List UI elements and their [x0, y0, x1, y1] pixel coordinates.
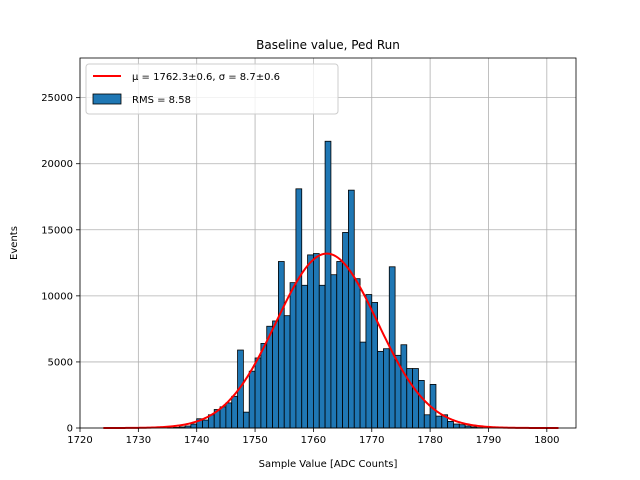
y-axis-label: Events [9, 226, 20, 260]
histogram-bar [301, 284, 308, 429]
chart-title: Baseline value, Ped Run [256, 38, 400, 52]
y-axis-ticks: 0 5000 10000 15000 20000 25000 [41, 93, 80, 435]
y-tick-label: 10000 [41, 291, 73, 302]
histogram-bar [412, 368, 419, 429]
y-tick-label: 0 [67, 424, 73, 435]
y-tick-label: 25000 [41, 93, 73, 104]
gaussian-fit-curve [103, 252, 559, 429]
x-tick-label: 1800 [534, 435, 559, 446]
histogram-bar [458, 424, 466, 429]
legend: μ = 1762.3±0.6, σ = 8.7±0.6 RMS = 8.58 [85, 63, 339, 115]
legend-bars-label: RMS = 8.58 [132, 95, 191, 106]
histogram-bar [277, 261, 285, 429]
histogram-bar [272, 320, 279, 429]
histogram-bar [418, 380, 425, 429]
histogram-bar [324, 140, 332, 429]
x-tick-label: 1760 [301, 435, 326, 446]
histogram-bar [225, 402, 233, 429]
y-tick-label: 20000 [41, 159, 73, 170]
histogram-bar [353, 278, 361, 429]
x-tick-label: 1780 [417, 435, 442, 446]
histogram-bar [435, 415, 443, 429]
legend-fit-mu: μ = 1762.3±0.6, [132, 72, 219, 83]
x-axis-ticks: 1720 1730 1740 1750 1760 1770 1780 1790 1800 [67, 428, 560, 446]
histogram-bar [295, 188, 303, 429]
histogram-bar [231, 395, 238, 429]
histogram-bar [423, 414, 431, 429]
y-tick-label: 5000 [48, 357, 73, 368]
legend-box [85, 63, 339, 115]
histogram-bar [248, 370, 256, 429]
histogram-bar [330, 274, 338, 429]
histogram-bar [242, 411, 250, 429]
histogram-bar [190, 423, 198, 429]
x-tick-label: 1750 [242, 435, 267, 446]
histogram-bar [453, 423, 460, 429]
histogram-bar [348, 189, 355, 429]
histogram-bar [307, 254, 314, 429]
histogram-bar [447, 420, 454, 429]
plot-frame [79, 57, 577, 429]
x-tick-label: 1730 [126, 435, 151, 446]
histogram-bar [202, 419, 209, 429]
x-tick-label: 1740 [184, 435, 209, 446]
histogram-bar [260, 343, 268, 429]
legend-bars-swatch [92, 93, 122, 105]
histogram-bar [359, 341, 367, 429]
histogram-bar [289, 282, 297, 429]
histogram-bar [336, 261, 343, 429]
histogram-bar [283, 315, 291, 429]
histogram-bar [254, 357, 262, 429]
histogram-bar [219, 406, 227, 429]
histogram-bar [313, 253, 320, 429]
histogram-bar [318, 284, 326, 429]
histogram-bar [383, 348, 390, 429]
histogram-bar [365, 294, 373, 429]
x-tick-label: 1720 [67, 435, 92, 446]
legend-fit-label: μ = 1762.3±0.6, σ = 8.7±0.6 [132, 72, 280, 83]
legend-fit-sigma: σ = 8.7±0.6 [219, 72, 280, 83]
histogram-bar [400, 344, 408, 429]
x-axis-label: Sample Value [ADC Counts] [259, 459, 398, 470]
y-tick-label: 15000 [41, 225, 73, 236]
x-tick-label: 1770 [359, 435, 384, 446]
x-tick-label: 1790 [476, 435, 501, 446]
histogram-bar [377, 350, 384, 429]
